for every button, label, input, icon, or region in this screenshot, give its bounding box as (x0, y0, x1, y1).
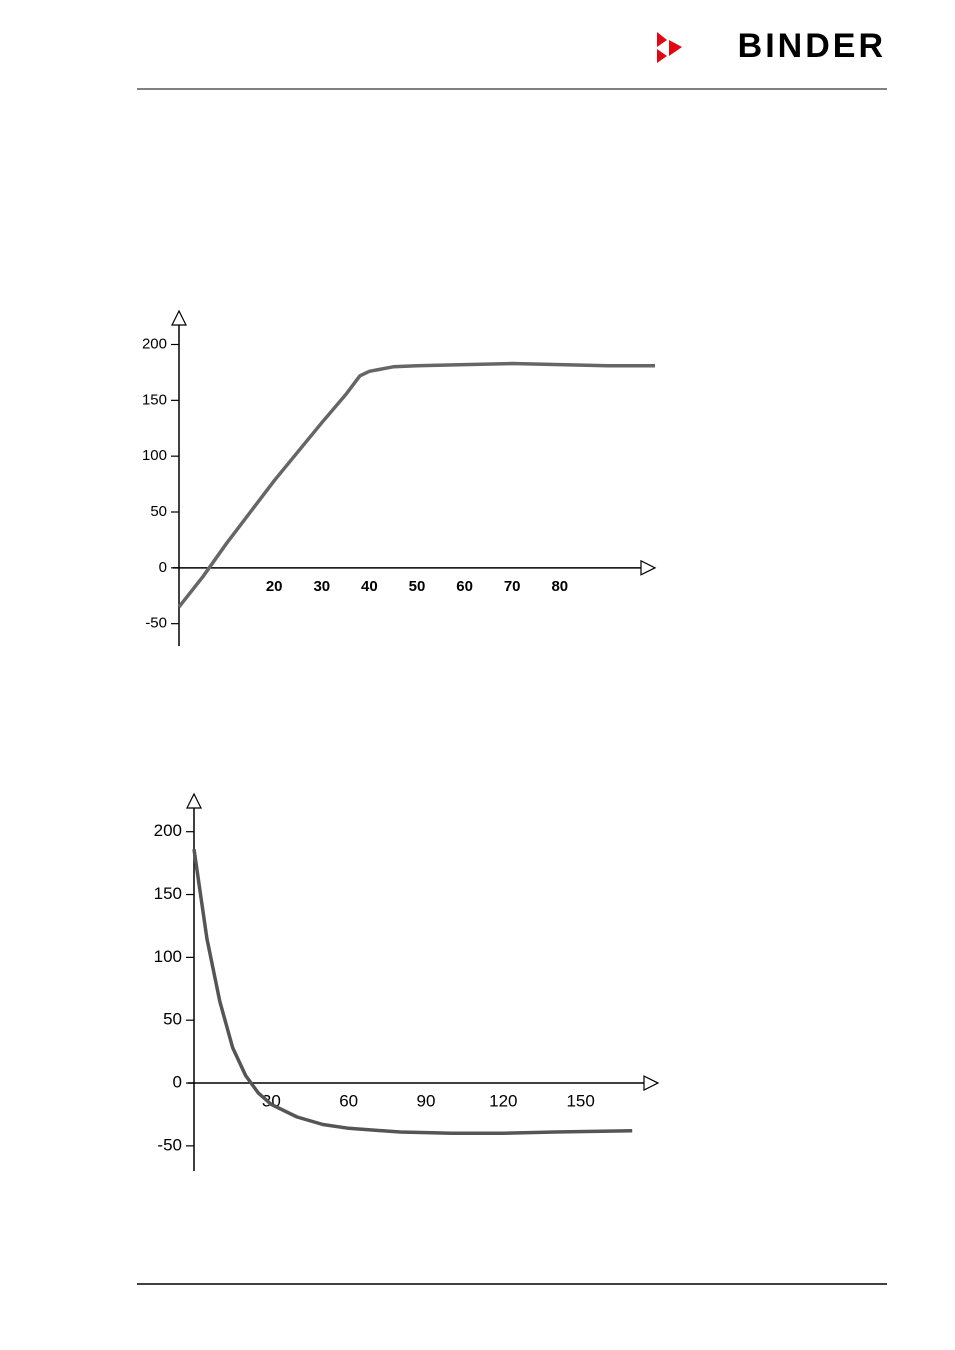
x-arrow (643, 1075, 660, 1092)
y-tick-label: 50 (163, 1010, 182, 1029)
y-arrow (186, 792, 202, 809)
x-tick-label: 90 (417, 1092, 436, 1111)
y-tick-label: 100 (142, 447, 167, 464)
x-tick-label: 80 (551, 578, 568, 595)
logo-mark (657, 32, 682, 63)
y-tick-label: 0 (159, 559, 167, 576)
y-arrow (171, 309, 187, 326)
y-tick-label: 0 (173, 1073, 182, 1092)
y-tick-label: 100 (154, 947, 182, 966)
x-tick-label: 50 (409, 578, 426, 595)
y-tick-label: -50 (145, 615, 167, 632)
y-tick-label: 150 (154, 884, 182, 903)
y-tick-label: -50 (157, 1135, 182, 1154)
y-tick-label: 150 (142, 391, 167, 408)
x-tick-label: 60 (456, 578, 473, 595)
x-tick-label: 120 (489, 1092, 517, 1111)
y-tick-label: 50 (150, 503, 167, 520)
x-tick-label: 60 (339, 1092, 358, 1111)
x-tick-label: 20 (266, 578, 283, 595)
y-tick-label: 200 (142, 335, 167, 352)
curve (177, 361, 655, 608)
x-tick-label: 40 (361, 578, 378, 595)
x-arrow (640, 559, 657, 576)
x-tick-label: 150 (566, 1092, 594, 1111)
curve (192, 849, 633, 1136)
logo-text: BINDER (738, 27, 886, 65)
y-tick-label: 200 (154, 821, 182, 840)
x-tick-label: 70 (504, 578, 521, 595)
x-tick-label: 30 (313, 578, 330, 595)
